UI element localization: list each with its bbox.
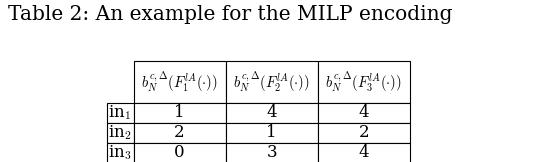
Text: Table 2: An example for the MILP encoding: Table 2: An example for the MILP encodin… [8, 5, 452, 24]
